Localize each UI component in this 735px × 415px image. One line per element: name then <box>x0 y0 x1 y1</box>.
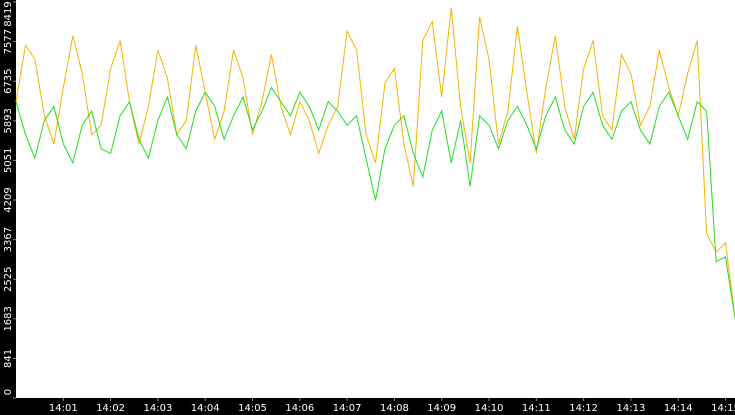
x-tick-label: 14:04 <box>191 403 220 414</box>
y-tick-label: 841 <box>3 349 14 368</box>
y-tick-label: 4209 <box>3 187 14 212</box>
x-tick-label: 14:05 <box>238 403 267 414</box>
y-tick-label: 3367 <box>3 227 14 252</box>
x-tick-label: 14:11 <box>522 403 551 414</box>
x-axis-strip <box>0 398 735 415</box>
x-tick-label: 14:03 <box>143 403 172 414</box>
x-tick-label: 14:08 <box>380 403 409 414</box>
x-tick-label: 14:09 <box>427 403 456 414</box>
x-tick-label: 14:14 <box>664 403 693 414</box>
x-tick-label: 14:13 <box>617 403 646 414</box>
x-tick-label: 14:07 <box>333 403 362 414</box>
y-tick-label: 7577 <box>3 29 14 54</box>
y-tick-label: 2525 <box>3 267 14 292</box>
y-tick-label: 8419 <box>3 1 14 26</box>
series-line <box>15 7 735 319</box>
x-tick-label: 14:15 <box>711 403 735 414</box>
x-tick-label: 14:10 <box>475 403 504 414</box>
y-axis-strip <box>0 0 16 415</box>
x-tick-label: 14:06 <box>285 403 314 414</box>
y-tick-label: 6735 <box>3 68 14 93</box>
y-tick-label: 5893 <box>3 108 14 133</box>
y-tick-label: 5051 <box>3 148 14 173</box>
x-tick-label: 14:12 <box>569 403 598 414</box>
x-tick-label: 14:02 <box>96 403 125 414</box>
x-tick-label: 14:01 <box>49 403 78 414</box>
y-tick-label: 1683 <box>3 306 14 331</box>
series-line <box>15 86 735 319</box>
y-tick-label: 0 <box>3 389 14 395</box>
